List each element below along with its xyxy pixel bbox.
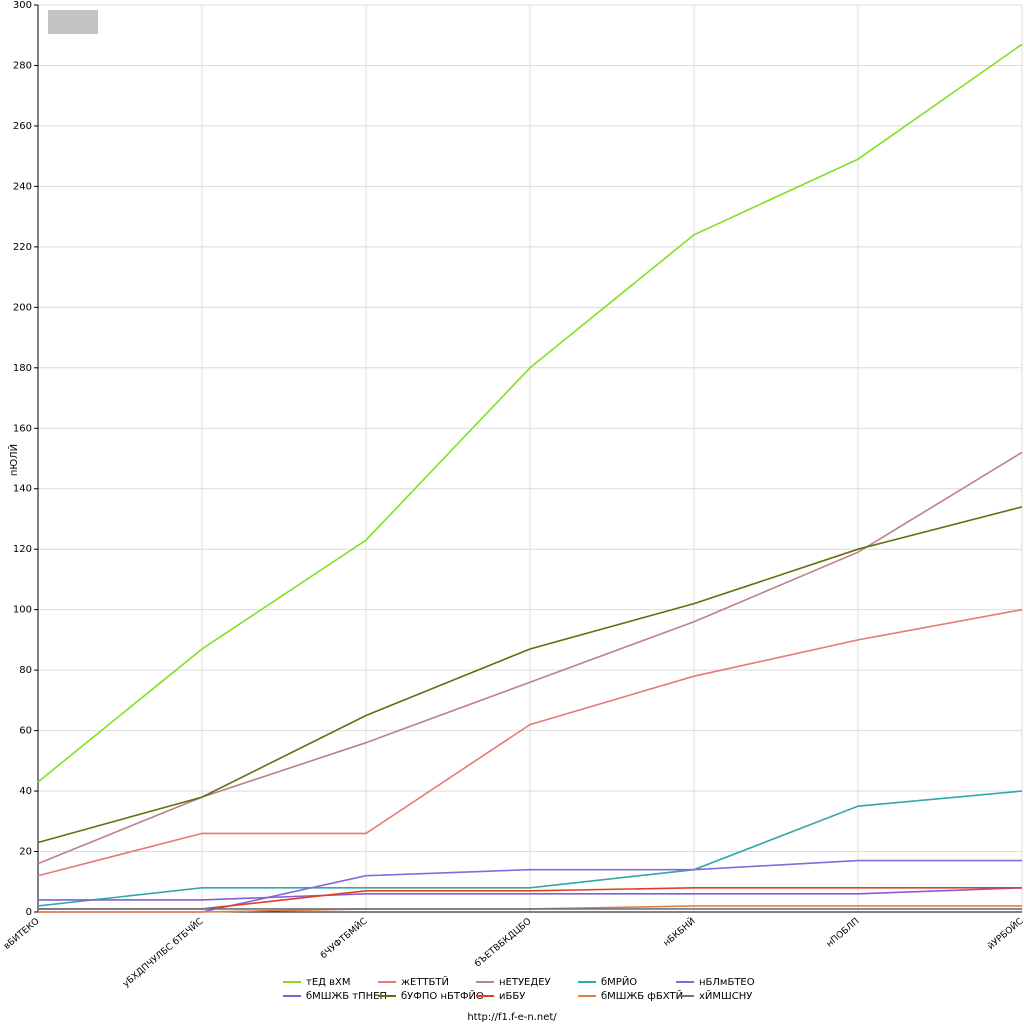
legend-label: иББУ	[499, 991, 525, 1002]
legend-label: бУФПО нБТФЙО	[401, 989, 484, 1002]
legend-label: тЕД вХМ	[306, 977, 351, 988]
y-axis-label: пЮЛЙ	[7, 444, 20, 476]
y-tick-label: 160	[13, 423, 32, 434]
x-tick-label: вБИТЕКО	[2, 917, 41, 952]
legend-label: бМШЖБ тПНЕП	[306, 991, 387, 1002]
legend-label: бМРЙО	[601, 975, 637, 988]
y-tick-label: 240	[13, 181, 32, 192]
legend-label: нЕТУЕДЕУ	[499, 977, 551, 988]
legend-label: жЕТТБТЙ	[401, 975, 449, 988]
y-tick-label: 0	[26, 907, 32, 918]
x-tick-label: уБХДПЧУЛБС бТБЧЙС	[120, 915, 206, 990]
y-tick-label: 80	[19, 665, 32, 676]
legend-label: бМШЖБ фБХТЙ	[601, 989, 683, 1002]
legend-label: нБЛмБТЕО	[699, 977, 755, 988]
y-tick-label: 300	[13, 0, 32, 11]
y-tick-label: 220	[13, 242, 32, 253]
y-tick-label: 120	[13, 544, 32, 555]
x-tick-label: нБКБНЙ	[661, 915, 698, 949]
y-tick-label: 20	[19, 847, 32, 858]
y-tick-label: 100	[13, 605, 32, 616]
series-line	[38, 887, 1023, 901]
x-tick-label: бЧУФТБМЙС	[318, 915, 370, 961]
y-tick-label: 200	[13, 302, 32, 313]
y-tick-label: 140	[13, 484, 32, 495]
series-line	[37, 790, 1023, 907]
y-tick-label: 40	[19, 786, 32, 797]
logo	[48, 10, 98, 34]
x-tick-label: йУРБОЙС	[985, 915, 1024, 952]
series-line	[37, 506, 1023, 844]
y-tick-label: 280	[13, 60, 32, 71]
series-line	[37, 43, 1023, 783]
series-line	[37, 608, 1023, 877]
footer: http://f1.f-e-n.net/	[467, 1012, 557, 1023]
y-tick-label: 60	[19, 726, 32, 737]
y-tick-label: 180	[13, 363, 32, 374]
y-tick-label: 260	[13, 121, 32, 132]
x-tick-label: нПОБЛП	[825, 917, 862, 950]
x-tick-label: бЪЕТВБКДЦБО	[473, 917, 533, 970]
legend-label: хЙМШСНУ	[699, 989, 752, 1002]
